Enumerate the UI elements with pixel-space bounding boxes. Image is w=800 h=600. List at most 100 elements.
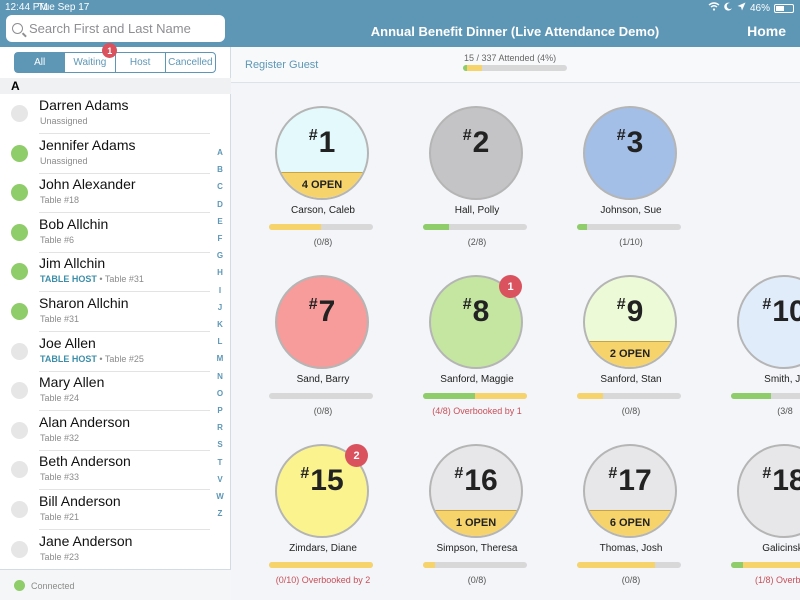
table-circle[interactable]: #9 2 OPEN bbox=[583, 275, 677, 369]
guest-row[interactable]: John Alexander Table #18 bbox=[0, 173, 210, 214]
guest-row[interactable]: Bill Anderson Table #21 bbox=[0, 490, 210, 530]
checkin-status-icon[interactable] bbox=[11, 223, 28, 241]
table-2[interactable]: #2 Hall, Polly (2/8) bbox=[407, 106, 547, 247]
index-letter[interactable]: A bbox=[217, 148, 223, 157]
attendance-progress-bar bbox=[463, 65, 567, 71]
table-18[interactable]: #18 Galicinski, (1/8) Overbook bbox=[715, 444, 800, 585]
checkin-status-icon[interactable] bbox=[11, 144, 28, 162]
table-9[interactable]: #9 2 OPEN Sanford, Stan (0/8) bbox=[561, 275, 701, 416]
table-16[interactable]: #16 1 OPEN Simpson, Theresa (0/8) bbox=[407, 444, 547, 585]
table-circle[interactable]: #15 bbox=[275, 444, 369, 538]
index-letter[interactable]: C bbox=[217, 182, 223, 192]
checkin-status-icon[interactable] bbox=[11, 263, 28, 281]
table-circle[interactable]: #2 bbox=[429, 106, 523, 200]
guest-row[interactable]: Bob Allchin Table #6 bbox=[0, 213, 210, 253]
index-letter[interactable]: J bbox=[217, 302, 223, 312]
main-header: Register Guest 15 / 337 Attended (4%) bbox=[231, 47, 800, 83]
guest-detail: Table #18 bbox=[40, 195, 79, 205]
index-letter[interactable]: O bbox=[216, 388, 224, 398]
checkin-status-icon[interactable] bbox=[11, 342, 28, 360]
guest-row[interactable]: Beth Anderson Table #33 bbox=[0, 450, 210, 491]
table-progress-bar bbox=[577, 224, 681, 230]
open-seats-label: 1 OPEN bbox=[431, 510, 521, 536]
table-host-name: Smith, Je bbox=[764, 374, 800, 385]
guest-row[interactable]: Jennifer Adams Unassigned bbox=[0, 134, 210, 174]
table-circle[interactable]: #3 bbox=[583, 106, 677, 200]
index-letter[interactable]: B bbox=[217, 165, 223, 175]
filter-cancelled[interactable]: Cancelled bbox=[168, 57, 213, 68]
connected-status-icon bbox=[14, 580, 25, 591]
waiting-count-badge: 1 bbox=[102, 43, 118, 58]
search-input[interactable] bbox=[29, 21, 219, 36]
filter-waiting[interactable]: Waiting 1 bbox=[65, 43, 118, 72]
guest-row[interactable]: Alan Anderson Table #32 bbox=[0, 411, 210, 451]
table-host-name: Sand, Barry bbox=[296, 374, 350, 385]
guest-row[interactable]: Darren Adams Unassigned bbox=[0, 94, 210, 134]
table-7[interactable]: #7 Sand, Barry (0/8) bbox=[253, 275, 393, 416]
checkin-status-icon[interactable] bbox=[11, 501, 28, 518]
table-number: #15 bbox=[300, 464, 344, 497]
index-letter[interactable]: M bbox=[216, 354, 224, 364]
index-letter[interactable]: G bbox=[216, 251, 224, 261]
checkin-status-icon[interactable] bbox=[11, 382, 28, 400]
home-button[interactable]: Home bbox=[747, 23, 786, 39]
index-letter[interactable]: W bbox=[216, 492, 224, 501]
guest-detail: Unassigned bbox=[40, 156, 88, 166]
index-letter[interactable]: V bbox=[217, 474, 223, 484]
table-circle[interactable]: #18 bbox=[737, 444, 800, 538]
table-8[interactable]: #8 1 Sanford, Maggie (4/8) Overbooked by 1 bbox=[407, 275, 547, 416]
table-circle[interactable]: #10 bbox=[737, 275, 800, 369]
guest-row[interactable]: Mary Allen Table #24 bbox=[0, 371, 210, 412]
index-letter[interactable]: L bbox=[217, 337, 223, 347]
table-circle[interactable]: #17 6 OPEN bbox=[583, 444, 677, 538]
index-letter[interactable]: P bbox=[217, 406, 223, 415]
index-letter[interactable]: R bbox=[217, 423, 223, 433]
table-3[interactable]: #3 Johnson, Sue (1/10) bbox=[561, 106, 701, 247]
table-circle[interactable]: #1 4 OPEN bbox=[275, 106, 369, 200]
guest-name: Darren Adams bbox=[39, 97, 129, 113]
index-letter[interactable]: D bbox=[217, 199, 223, 209]
index-letter[interactable]: N bbox=[217, 371, 223, 381]
filter-host[interactable]: Host bbox=[116, 53, 166, 72]
index-letter[interactable]: S bbox=[217, 440, 223, 450]
table-seat-count: (0/8) bbox=[313, 406, 333, 416]
table-number: #18 bbox=[762, 464, 800, 497]
guest-row[interactable]: Jane Anderson Table #23 bbox=[0, 530, 210, 570]
index-letter[interactable]: Z bbox=[217, 509, 223, 519]
table-seat-count: (0/8) bbox=[621, 575, 641, 585]
index-letter[interactable]: I bbox=[218, 285, 222, 295]
guest-row[interactable]: Jim Allchin TABLE HOST • Table #31 bbox=[0, 252, 210, 293]
guest-table: Table #21 bbox=[40, 512, 80, 522]
index-letter[interactable]: T bbox=[217, 457, 223, 467]
checkin-status-icon[interactable] bbox=[11, 421, 28, 439]
row-divider bbox=[39, 172, 210, 174]
index-letter[interactable]: E bbox=[217, 216, 223, 226]
checkin-status-icon[interactable] bbox=[11, 105, 28, 122]
checkin-status-icon[interactable] bbox=[11, 540, 28, 558]
connection-status: Connected bbox=[31, 581, 75, 591]
guest-row[interactable]: Sharon Allchin Table #31 bbox=[0, 292, 210, 332]
table-15[interactable]: #15 2 Zimdars, Diane (0/10) Overbooked by … bbox=[253, 444, 393, 585]
checkin-status-icon[interactable] bbox=[11, 184, 28, 202]
index-letter[interactable]: K bbox=[217, 320, 223, 329]
table-seat-count: (0/10) Overbooked by 2 bbox=[275, 575, 371, 585]
checkin-status-icon[interactable] bbox=[11, 303, 28, 320]
table-17[interactable]: #17 6 OPEN Thomas, Josh (0/8) bbox=[561, 444, 701, 585]
table-10[interactable]: #10 Smith, Je (3/8 bbox=[715, 275, 800, 416]
guest-detail: Table #21 bbox=[40, 512, 79, 522]
table-circle[interactable]: #7 bbox=[275, 275, 369, 369]
index-letter[interactable]: H bbox=[217, 268, 223, 278]
filter-all[interactable]: All bbox=[15, 53, 66, 72]
battery-icon bbox=[774, 3, 794, 13]
index-letter[interactable]: F bbox=[217, 234, 223, 243]
table-circle[interactable]: #16 1 OPEN bbox=[429, 444, 523, 538]
open-seats-label: 4 OPEN bbox=[277, 172, 367, 198]
guest-name: Mary Allen bbox=[39, 374, 105, 391]
checkin-status-icon[interactable] bbox=[11, 461, 28, 479]
register-guest-button[interactable]: Register Guest bbox=[245, 59, 319, 71]
guest-table: • Table #31 bbox=[96, 274, 144, 285]
guest-row[interactable]: Joe Allen TABLE HOST • Table #25 bbox=[0, 332, 210, 372]
guest-name: Joe Allen bbox=[39, 334, 96, 351]
table-1[interactable]: #1 4 OPEN Carson, Caleb (0/8) bbox=[253, 106, 393, 247]
search-bar[interactable] bbox=[6, 15, 225, 42]
